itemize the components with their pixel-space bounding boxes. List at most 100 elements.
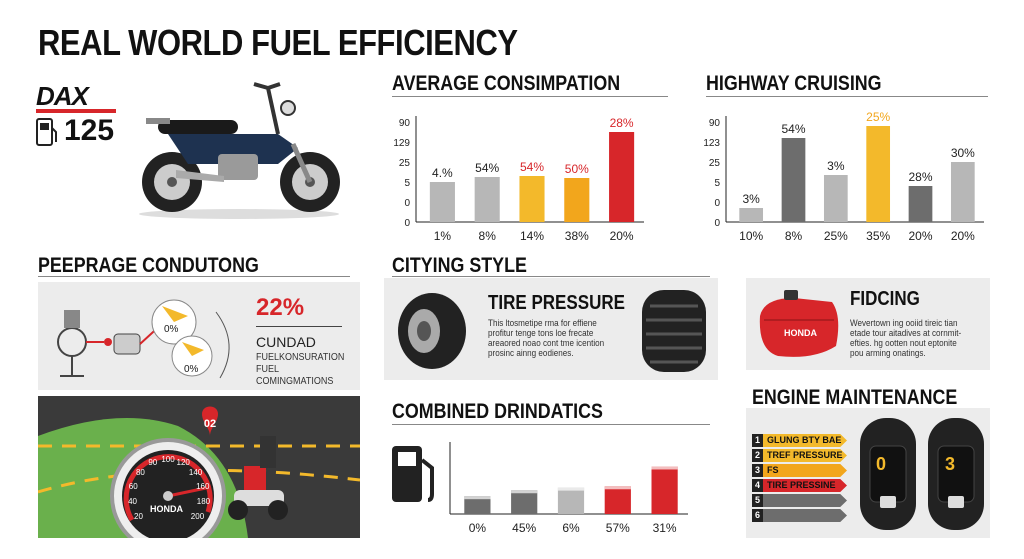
bar	[474, 177, 500, 222]
category-label: 35%	[866, 229, 890, 243]
speedometer-tick-label: 60	[128, 481, 138, 491]
category-label: 1%	[434, 229, 452, 243]
speedometer-tick-label: 40	[128, 497, 137, 507]
category-label: 31%	[653, 521, 677, 535]
peeprage-rule	[38, 276, 350, 277]
maintenance-step: 1 GLUNG BTY BAE	[752, 434, 850, 447]
speedometer-ticks: 20 40 60 80 90 100 120 140 160 180 200	[38, 396, 360, 538]
engine-diagram	[57, 299, 230, 379]
gauge-b-label: 0%	[184, 364, 199, 375]
step-label: TREF PRESSURE	[763, 449, 847, 462]
bar-value-label: 28%	[908, 170, 932, 184]
category-label: 0%	[469, 521, 487, 535]
average-consumption-title: AVERAGE CONSIMPATION	[392, 72, 621, 95]
gauge-a-label: 0%	[164, 324, 179, 335]
bar	[908, 186, 933, 222]
fidcing-text: Wevertown ing ooiid tireic tian etade to…	[850, 318, 962, 358]
highway-rule	[706, 96, 988, 97]
tire-right-icon	[642, 290, 706, 372]
step-number: 4	[752, 479, 763, 492]
category-label: 8%	[479, 229, 497, 243]
tire-left-icon	[398, 293, 466, 369]
brand-logo: DAX	[36, 83, 120, 113]
step-number: 3	[752, 464, 763, 477]
step-label	[763, 509, 847, 522]
bar-highlight	[464, 496, 491, 500]
y-tick-label: 5	[714, 178, 720, 189]
maintenance-step: 3 FS	[752, 464, 850, 477]
bar	[781, 138, 806, 222]
combined-chart: 0% 45% 6% 57% 31%	[449, 442, 688, 535]
bar	[651, 466, 678, 514]
maintenance-steps: 1 GLUNG BTY BAE 2 TREF PRESSURE 3 FS 4 TIRE PRE…	[752, 434, 850, 524]
average-consumption-chart: 90 129 25 5 0 0 4.% 1% 54% 8% 54% 14% 50% 38% 28% 20%	[393, 116, 644, 243]
tire-gauge-left	[860, 418, 916, 530]
bar-value-label: 3%	[742, 192, 760, 206]
bar-value-label: 54%	[520, 160, 544, 174]
peeprage-panel: 0% 0% 22% CUNDAD FUELKONSURATION FUEL CO…	[38, 282, 360, 390]
bar-value-label: 28%	[610, 116, 634, 130]
bar	[557, 487, 585, 514]
bar-value-label: 54%	[475, 161, 499, 175]
peeprage-percent: 22%	[256, 294, 305, 321]
step-label: TIRE PRESSINE	[763, 479, 847, 492]
bar	[950, 162, 975, 222]
fidcing-panel: HONDA FIDCING Wevertown ing ooiid tireic…	[746, 278, 990, 370]
maintenance-step: 4 TIRE PRESSINE	[752, 479, 850, 492]
map-pin-label: 02	[203, 418, 217, 430]
category-label: 57%	[606, 521, 630, 535]
tire-gauge-right	[928, 418, 984, 530]
road-panel: 02 HONDA 20 40 60 80 90 100 120 140 160 180 200	[38, 396, 360, 538]
step-number: 2	[752, 449, 763, 462]
combined-rule	[392, 424, 710, 425]
bar-highlight	[651, 466, 678, 470]
bar-value-label: 30%	[951, 146, 975, 160]
bar-value-label: 25%	[866, 110, 890, 124]
bar	[429, 182, 455, 222]
bar	[866, 126, 891, 222]
y-tick-label: 0	[404, 218, 410, 229]
bar-highlight	[604, 486, 631, 490]
fuel-pump-large-icon	[390, 444, 440, 506]
bar	[823, 175, 848, 222]
citying-rule	[392, 276, 710, 277]
y-tick-label: 25	[709, 158, 721, 169]
motorcycle-illustration	[128, 78, 350, 220]
bar-value-label: 54%	[781, 122, 805, 136]
y-tick-label: 5	[404, 178, 410, 189]
category-label: 38%	[565, 229, 589, 243]
speedometer-tick-label: 90	[148, 458, 158, 468]
step-label: FS	[763, 464, 847, 477]
fuel-pump-icon	[36, 118, 58, 148]
speedometer-tick-label: 100	[161, 455, 175, 464]
bar	[464, 496, 491, 514]
bar	[739, 208, 764, 222]
y-tick-label: 123	[703, 138, 720, 149]
engine-maintenance-title: ENGINE MAINTENANCE	[752, 386, 958, 409]
category-label: 20%	[610, 229, 634, 243]
peeprage-line2: FUEL COMINGMATIONS	[256, 364, 334, 387]
bar-highlight	[557, 487, 585, 491]
engine-maintenance-panel: 1 GLUNG BTY BAE 2 TREF PRESSURE 3 FS 4 TIRE PRE…	[746, 408, 990, 538]
tire-pressure-panel: TIRE PRESSURE This ltosmetipe rma for ef…	[384, 278, 718, 380]
bar-highlight	[511, 490, 538, 494]
tank-brand: HONDA	[784, 328, 817, 338]
bar	[511, 490, 538, 514]
speedometer-tick-label: 140	[188, 467, 203, 477]
peeprage-label: CUNDAD	[256, 334, 316, 350]
bar	[604, 486, 631, 514]
peeprage-line1: FUELKONSURATION	[256, 352, 345, 363]
y-tick-label: 0	[714, 218, 720, 229]
bar-value-label: 50%	[565, 162, 589, 176]
speedometer-tick-label: 180	[196, 497, 211, 507]
page-title: REAL WORLD FUEL EFFICIENCY	[38, 22, 518, 63]
highway-cruising-title: HIGHWAY CRUISING	[706, 72, 882, 95]
speedometer-brand: HONDA	[150, 504, 183, 514]
y-tick-label: 129	[393, 138, 410, 149]
y-tick-label: 90	[399, 118, 411, 129]
bar-value-label: 4.%	[432, 166, 453, 180]
step-number: 6	[752, 509, 763, 522]
y-tick-label: 0	[714, 198, 720, 209]
y-tick-label: 25	[399, 158, 411, 169]
category-label: 20%	[908, 229, 932, 243]
